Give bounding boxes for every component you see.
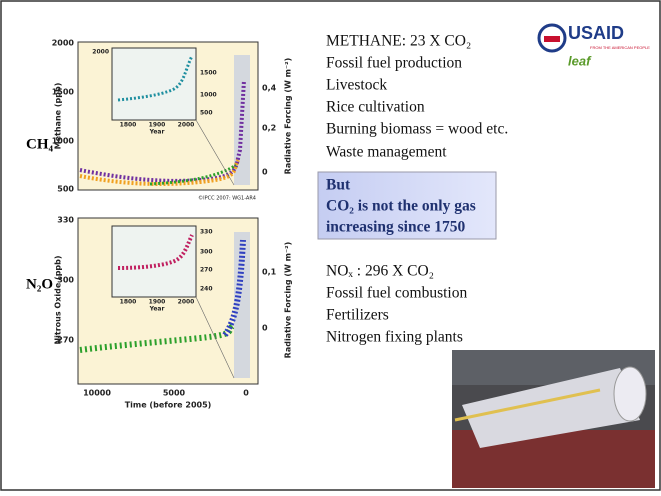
callout-text: But bbox=[326, 177, 351, 194]
callout-text: CO₂ is not the only gas bbox=[326, 198, 476, 215]
tick: 0,1 bbox=[262, 268, 277, 277]
y2-label: Radiative Forcing (W m⁻²) bbox=[284, 58, 293, 175]
list-item: Burning biomass = wood etc. bbox=[326, 121, 508, 138]
logo-name: USAID bbox=[568, 23, 624, 43]
tick: 270 bbox=[200, 267, 213, 274]
list-item: Waste management bbox=[326, 144, 447, 161]
tick: 240 bbox=[200, 286, 213, 293]
list-item: Rice cultivation bbox=[326, 99, 425, 116]
methane-points bbox=[149, 163, 237, 186]
tick: 330 bbox=[200, 229, 213, 236]
x-label: Time (before 2005) bbox=[125, 401, 212, 410]
logo-program: leaf bbox=[568, 53, 592, 68]
tick: 300 bbox=[57, 276, 74, 285]
tick: 2000 bbox=[178, 122, 195, 129]
tick: 1800 bbox=[120, 299, 137, 306]
heading: NOₓ : 296 X CO₂ bbox=[326, 263, 434, 280]
zoom-line bbox=[195, 119, 235, 186]
tick: 1900 bbox=[149, 122, 166, 129]
zoom-line bbox=[195, 296, 235, 379]
tick: 1900 bbox=[149, 299, 166, 306]
tick: 2000 bbox=[178, 299, 195, 306]
list-item: Nitrogen fixing plants bbox=[326, 329, 463, 346]
logo-tagline: FROM THE AMERICAN PEOPLE bbox=[590, 45, 650, 50]
list-item: Fossil fuel combustion bbox=[326, 285, 467, 302]
shade bbox=[234, 232, 250, 378]
y-label: Methane (ppb) bbox=[54, 83, 63, 150]
heading: METHANE: 23 X CO₂ bbox=[326, 33, 471, 50]
tick: 1800 bbox=[120, 122, 137, 129]
gas-label: CH₄ bbox=[26, 136, 54, 152]
tick: 0 bbox=[262, 168, 268, 177]
photo bbox=[452, 350, 655, 488]
tick: 1000 bbox=[200, 92, 217, 99]
list-item: Fossil fuel production bbox=[326, 55, 462, 72]
credit: ©IPCC 2007: WG1-AR4 bbox=[198, 195, 256, 202]
shade bbox=[234, 55, 250, 185]
gas-label: N₂O bbox=[26, 276, 53, 292]
tick: 270 bbox=[57, 336, 74, 345]
tick: 500 bbox=[200, 110, 213, 117]
tick: 0 bbox=[262, 324, 268, 333]
tick: 0,2 bbox=[262, 124, 276, 133]
logo-seal bbox=[544, 36, 560, 42]
list-item: Livestock bbox=[326, 77, 387, 94]
tick: 1500 bbox=[52, 88, 75, 97]
tick: 10000 bbox=[83, 389, 111, 398]
n2o-points bbox=[222, 239, 246, 337]
n2o-points bbox=[79, 322, 236, 353]
callout-box bbox=[317, 171, 497, 240]
list-item: Fertilizers bbox=[326, 307, 389, 324]
n2o-inset bbox=[111, 225, 197, 298]
tick: 330 bbox=[57, 216, 74, 225]
methane-inset bbox=[111, 47, 197, 121]
tick: 0,4 bbox=[262, 84, 277, 93]
tick: 2000 bbox=[52, 39, 75, 48]
tick: 0 bbox=[243, 389, 249, 398]
y2-label: Radiative Forcing (W m⁻²) bbox=[284, 242, 293, 359]
inset-points bbox=[117, 234, 194, 270]
x-label: Year bbox=[149, 306, 165, 313]
tick: 1000 bbox=[52, 137, 75, 146]
y-label: Nitrous Oxide (ppb) bbox=[54, 255, 63, 344]
tick: 500 bbox=[57, 185, 74, 194]
callout-text: increasing since 1750 bbox=[326, 219, 465, 236]
tick: 2000 bbox=[92, 49, 109, 56]
tick: 1500 bbox=[200, 70, 217, 77]
tick: 300 bbox=[200, 249, 213, 256]
methane-points bbox=[79, 159, 240, 186]
x-label: Year bbox=[149, 129, 165, 136]
tick: 5000 bbox=[163, 389, 186, 398]
